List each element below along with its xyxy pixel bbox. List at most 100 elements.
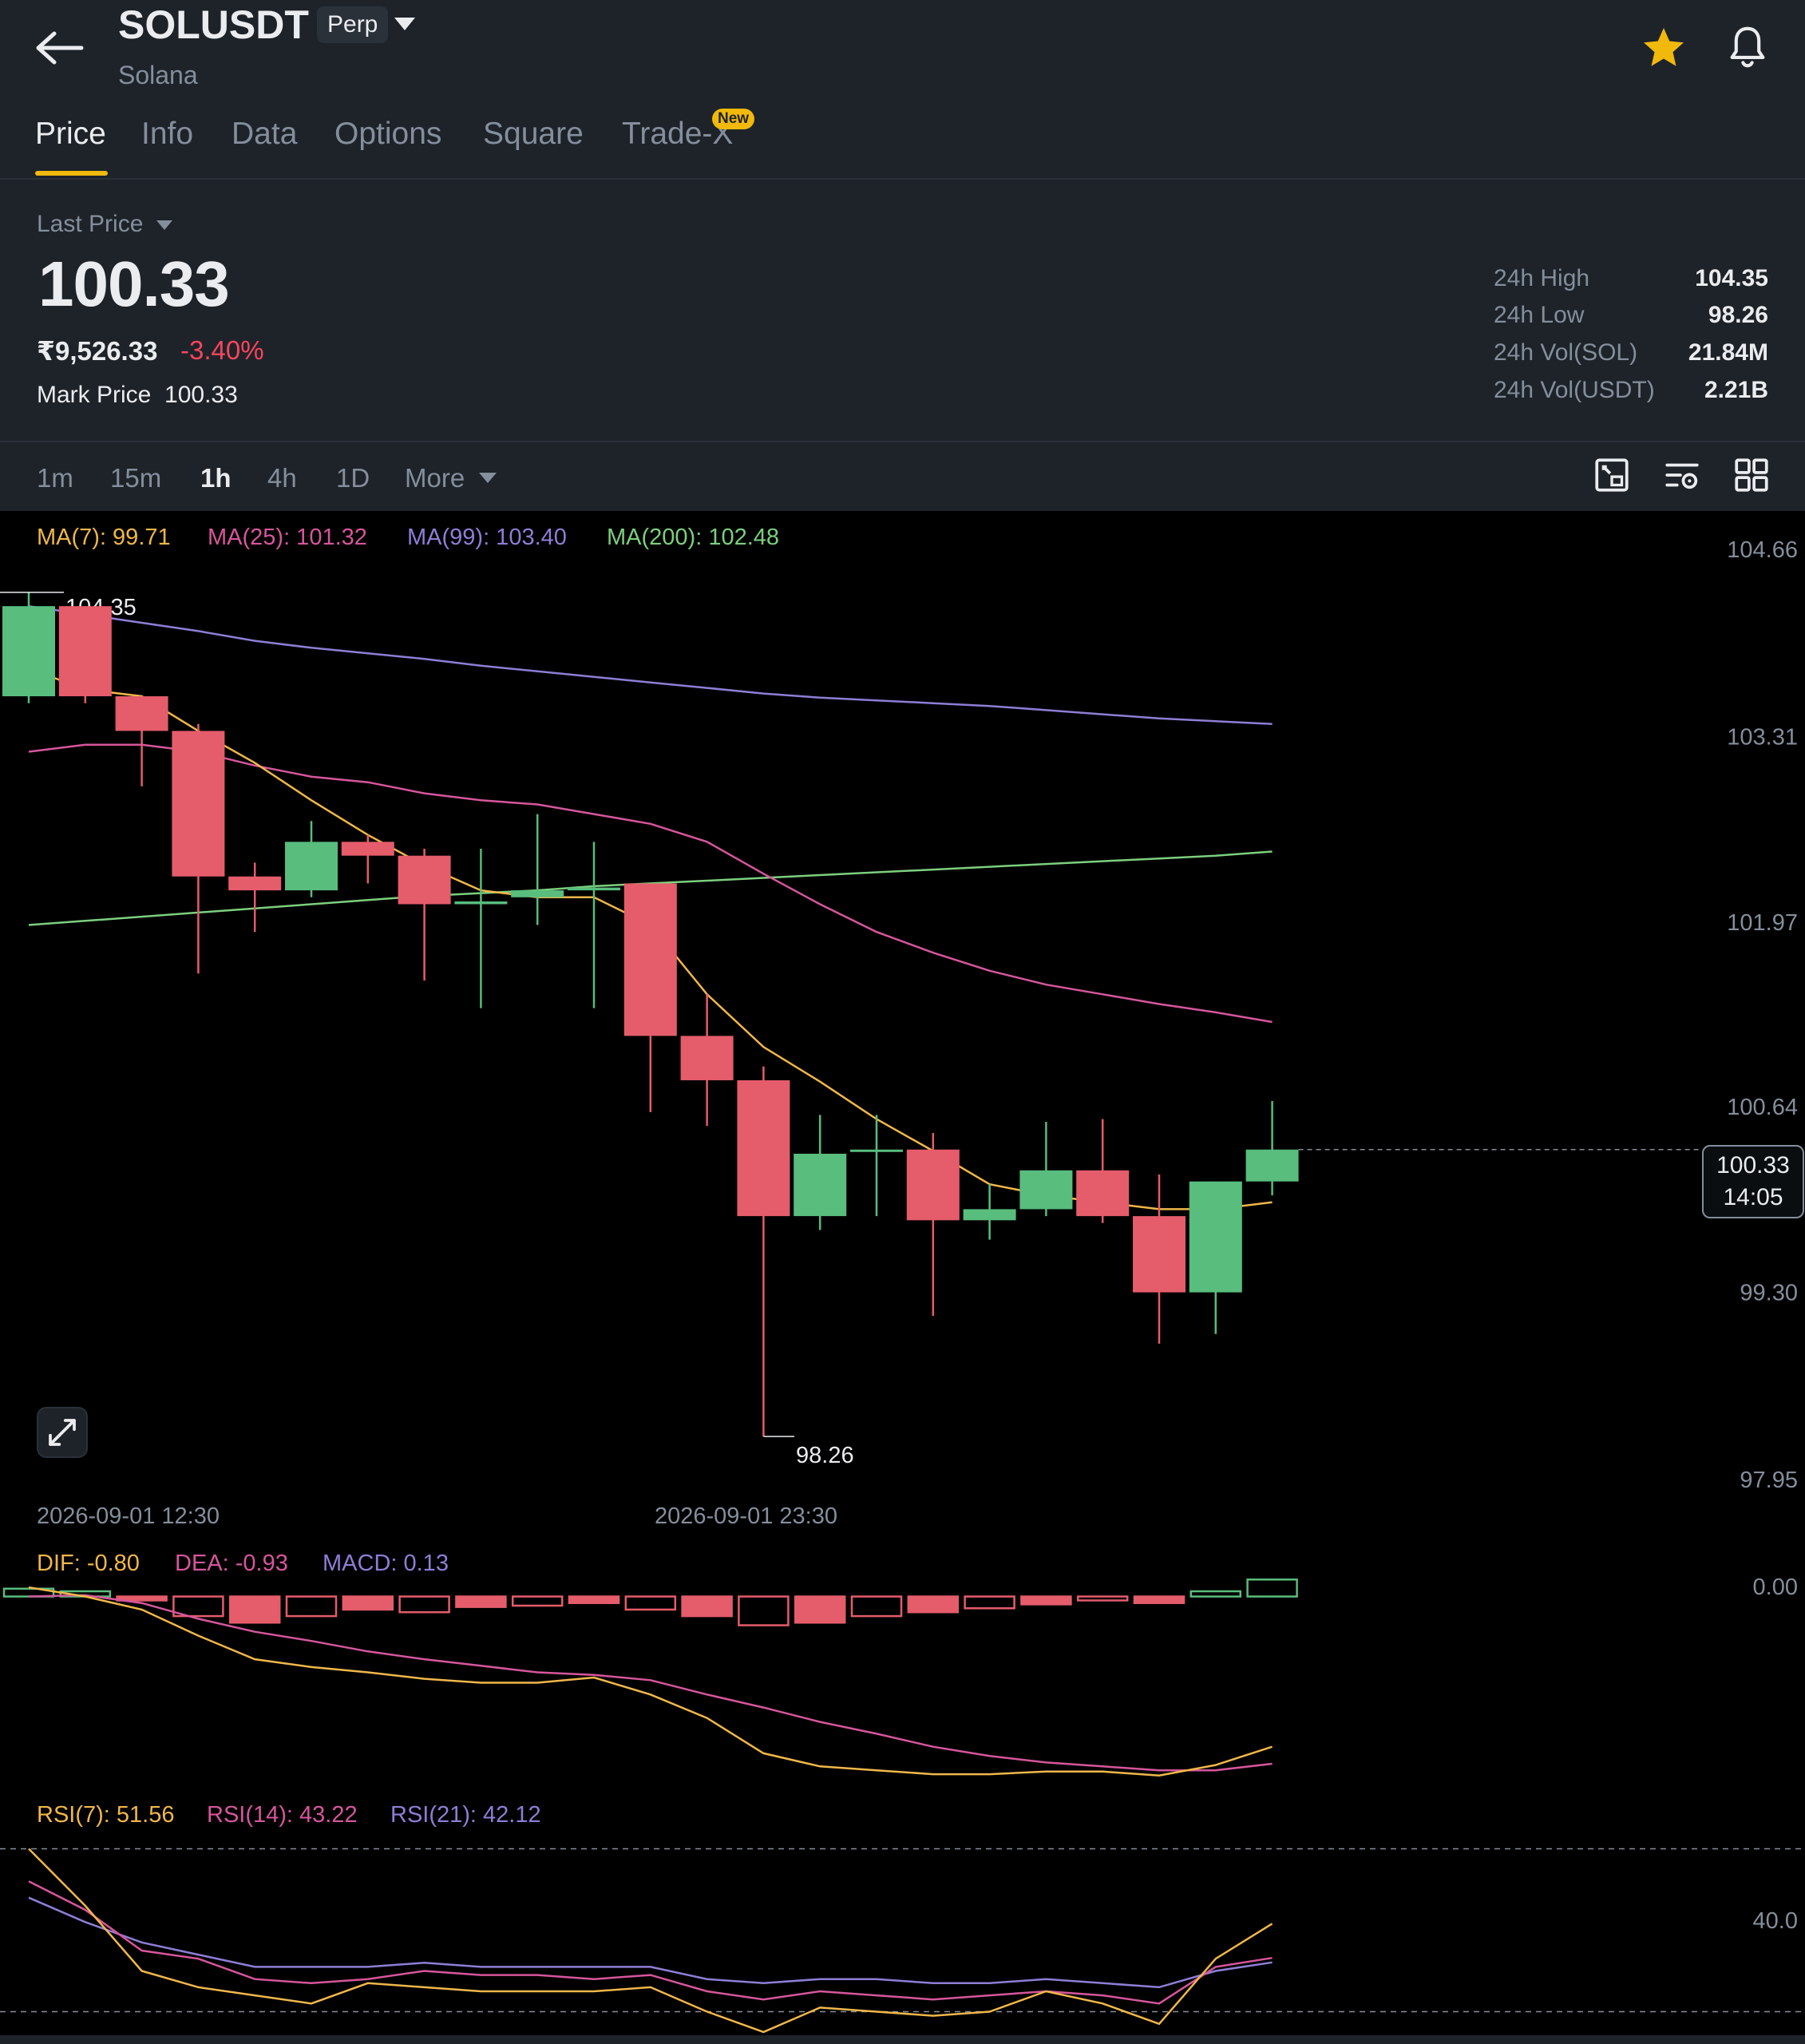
settings-icon[interactable]	[1662, 455, 1702, 495]
last-price-value: 100.33	[38, 248, 230, 319]
macd-value-label: MACD: 0.13	[323, 1551, 449, 1576]
new-badge: New	[712, 109, 755, 129]
stat-value-vol-sol: 21.84M	[1688, 339, 1768, 366]
macd-histogram-bar	[2, 1587, 55, 1598]
candle-body	[850, 1149, 903, 1152]
macd-histogram-bar	[850, 1595, 903, 1618]
bell-icon[interactable]	[1723, 22, 1772, 72]
mark-price-label: Mark Price	[37, 382, 152, 408]
ma99-line	[28, 604, 1273, 726]
y-axis-tick: 101.97	[1727, 910, 1798, 936]
candle-body	[623, 883, 677, 1036]
macd-histogram-bar	[342, 1595, 394, 1611]
perp-badge: Perp	[317, 6, 389, 43]
mark-price: Mark Price 100.33	[37, 382, 238, 409]
candle-body	[680, 1036, 734, 1080]
x-axis-label-end: 2026-09-01 23:30	[655, 1503, 837, 1529]
timeframe-1h[interactable]: 1h	[200, 463, 232, 493]
rsi14-label: RSI(14): 43.22	[207, 1802, 358, 1828]
candle-body	[2, 606, 55, 697]
tab-price[interactable]: Price	[35, 117, 106, 151]
y-axis-tick: 104.66	[1727, 537, 1798, 563]
candle-body	[737, 1079, 790, 1217]
macd-dea-label: DEA: -0.93	[175, 1551, 288, 1576]
macd-histogram-bar	[568, 1595, 620, 1604]
rsi7-label: RSI(7): 51.56	[37, 1802, 174, 1828]
last-price-label[interactable]: Last Price	[37, 211, 144, 237]
ma200-label: MA(200): 102.48	[607, 525, 779, 550]
macd-histogram-bar	[455, 1595, 507, 1608]
candle-body	[568, 887, 620, 891]
timeframe-more[interactable]: More	[405, 463, 465, 493]
macd-histogram-bar	[964, 1595, 1015, 1610]
fullscreen-icon[interactable]	[1592, 455, 1632, 495]
macd-histogram-bar	[738, 1595, 790, 1626]
y-axis-tick: 97.95	[1740, 1468, 1798, 1493]
candle-body	[1076, 1170, 1130, 1217]
candle-body	[1245, 1149, 1299, 1182]
macd-dea-line	[28, 1594, 1273, 1772]
candle-body	[963, 1209, 1016, 1221]
candle-body	[285, 842, 338, 891]
macd-histogram-bar	[794, 1595, 846, 1624]
candle-body	[341, 842, 394, 856]
timeframe-4h[interactable]: 4h	[267, 463, 297, 493]
active-tab-indicator	[35, 171, 108, 176]
candle-body	[58, 606, 112, 697]
low-marker: 98.26	[796, 1443, 854, 1468]
ma7-label: MA(7): 99.71	[37, 525, 171, 550]
macd-histogram-bar	[1189, 1590, 1242, 1598]
macd-histogram-bar	[1076, 1595, 1129, 1602]
candlestick-chart[interactable]: MA(7): 99.71 MA(25): 101.32 MA(99): 103.…	[0, 514, 1805, 2044]
expand-chart-button[interactable]	[37, 1407, 88, 1458]
divider	[0, 178, 1805, 180]
ma99-label: MA(99): 103.40	[407, 525, 567, 550]
stat-value-low: 98.26	[1708, 302, 1768, 328]
macd-histogram-bar	[624, 1595, 677, 1611]
back-arrow-icon[interactable]	[32, 24, 88, 72]
tab-options[interactable]: Options	[334, 117, 442, 151]
macd-dif-line	[28, 1586, 1273, 1777]
more-caret-icon[interactable]	[479, 473, 497, 483]
timeframe-1d[interactable]: 1D	[336, 463, 370, 493]
macd-histogram-bar	[1246, 1579, 1298, 1598]
y-axis-tick: 103.31	[1727, 724, 1798, 750]
macd-histogram-bar	[285, 1595, 338, 1618]
tab-info[interactable]: Info	[141, 117, 194, 151]
candle-body	[228, 876, 282, 891]
macd-histogram-bar	[511, 1595, 564, 1607]
asset-name: Solana	[118, 61, 198, 89]
tab-data[interactable]: Data	[232, 117, 298, 151]
candle-body	[906, 1149, 960, 1221]
rsi7-line	[28, 1848, 1273, 2034]
current-price-tag-value: 100.33	[1716, 1152, 1790, 1178]
macd-histogram-bar	[681, 1595, 733, 1618]
stat-value-high: 104.35	[1695, 265, 1768, 291]
candle-body	[454, 901, 508, 905]
timeframe-1m[interactable]: 1m	[37, 463, 73, 493]
dropdown-caret-icon[interactable]	[394, 18, 415, 30]
expand-icon	[49, 1419, 76, 1446]
grid-icon[interactable]	[1732, 455, 1771, 495]
y-axis-tick: 100.64	[1727, 1095, 1798, 1120]
macd-dif-label: DIF: -0.80	[37, 1551, 140, 1576]
candle-body	[115, 696, 168, 731]
timeframe-15m[interactable]: 15m	[110, 463, 162, 493]
ma25-line	[28, 743, 1273, 1024]
candle-body	[511, 890, 564, 897]
tab-square[interactable]: Square	[483, 117, 584, 151]
symbol-title[interactable]: SOLUSDT	[118, 2, 309, 47]
rsi14-line	[28, 1880, 1273, 2005]
rsi21-label: RSI(21): 42.12	[390, 1802, 541, 1828]
stat-label-vol-usdt: 24h Vol(USDT)	[1494, 377, 1655, 403]
stat-label-low: 24h Low	[1494, 302, 1585, 328]
header-panel	[0, 0, 1805, 511]
candle-body	[794, 1153, 847, 1217]
candle-body	[398, 855, 451, 905]
candle-body	[172, 731, 225, 877]
candle-body	[1019, 1170, 1073, 1210]
macd-histogram-bar	[116, 1595, 168, 1602]
star-icon[interactable]	[1640, 24, 1688, 72]
ma200-line	[28, 850, 1273, 926]
last-price-caret-icon[interactable]	[156, 220, 172, 230]
